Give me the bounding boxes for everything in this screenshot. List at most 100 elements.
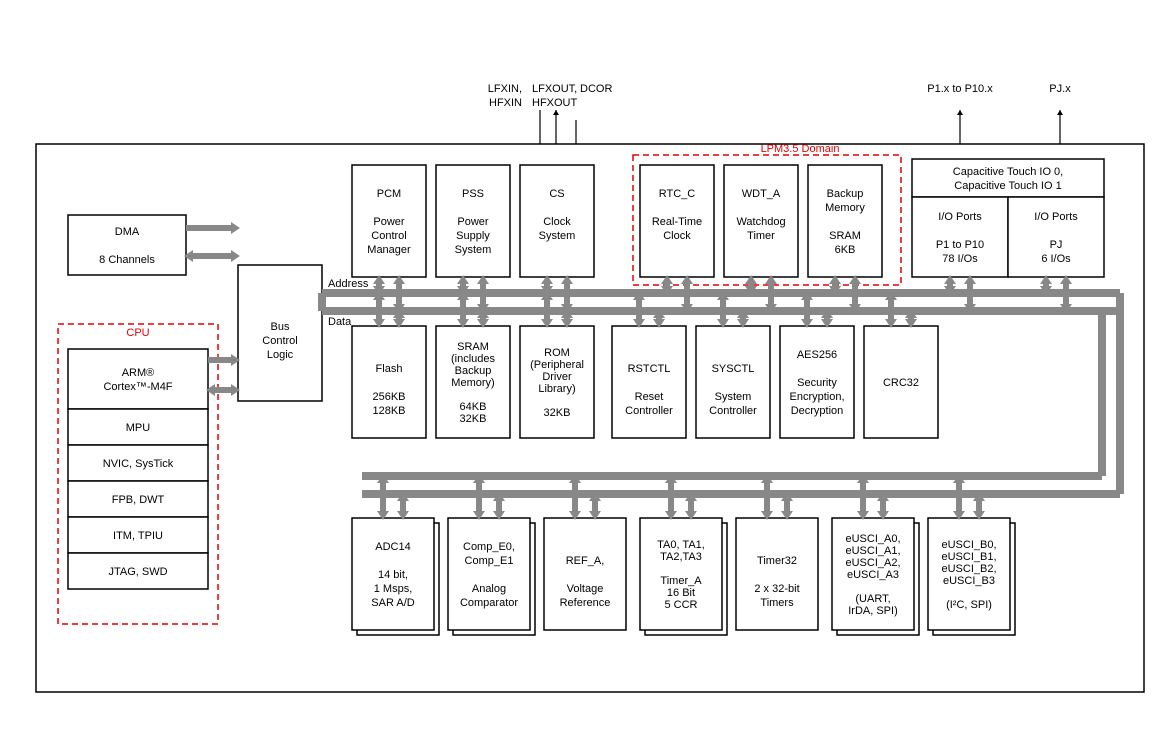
svg-text:LFXOUT,: LFXOUT, [532,83,577,95]
svg-text:System: System [715,391,752,403]
svg-text:Data: Data [328,316,352,328]
svg-text:HFXOUT: HFXOUT [532,97,578,109]
svg-text:LPM3.5 Domain: LPM3.5 Domain [761,143,840,155]
svg-text:HFXIN: HFXIN [489,97,522,109]
svg-text:(Peripheral: (Peripheral [530,359,584,371]
svg-text:(includes: (includes [451,353,496,365]
svg-text:32KB: 32KB [544,407,571,419]
svg-text:RSTCTL: RSTCTL [628,363,671,375]
svg-text:Clock: Clock [663,230,691,242]
svg-text:PCM: PCM [377,188,401,200]
svg-text:TA0, TA1,: TA0, TA1, [657,539,705,551]
svg-text:Analog: Analog [472,583,506,595]
svg-text:8 Channels: 8 Channels [99,254,155,266]
svg-text:PSS: PSS [462,188,484,200]
svg-text:(I²C, SPI): (I²C, SPI) [946,599,992,611]
svg-text:CPU: CPU [126,327,149,339]
svg-text:ADC14: ADC14 [375,541,410,553]
svg-text:CRC32: CRC32 [883,377,919,389]
svg-text:Timer32: Timer32 [757,555,797,567]
svg-text:Security: Security [797,377,837,389]
svg-text:Flash: Flash [376,363,403,375]
svg-text:Supply: Supply [456,230,490,242]
svg-text:ROM: ROM [544,347,570,359]
svg-text:ITM, TPIU: ITM, TPIU [113,530,163,542]
svg-text:Controller: Controller [709,405,757,417]
svg-text:Logic: Logic [267,349,294,361]
svg-text:Decryption: Decryption [791,405,844,417]
svg-text:eUSCI_B1,: eUSCI_B1, [941,551,996,563]
svg-text:Comparator: Comparator [460,597,518,609]
svg-text:Comp_E0,: Comp_E0, [463,541,515,553]
svg-text:Voltage: Voltage [567,583,604,595]
svg-text:Driver: Driver [542,371,572,383]
svg-text:System: System [539,230,576,242]
svg-text:DMA: DMA [115,226,140,238]
svg-text:SAR A/D: SAR A/D [371,597,414,609]
svg-text:Bus: Bus [271,321,290,333]
svg-text:Reference: Reference [560,597,611,609]
svg-text:Address: Address [328,278,369,290]
svg-text:REF_A,: REF_A, [566,555,605,567]
svg-text:64KB: 64KB [460,401,487,413]
svg-text:Power: Power [373,216,405,228]
svg-text:256KB: 256KB [372,391,405,403]
svg-text:Backup: Backup [827,188,864,200]
svg-text:IrDA, SPI): IrDA, SPI) [848,605,898,617]
svg-text:SRAM: SRAM [457,341,489,353]
svg-text:Comp_E1: Comp_E1 [465,555,514,567]
svg-text:I/O Ports: I/O Ports [938,211,982,223]
svg-text:System: System [455,244,492,256]
svg-text:Memory: Memory [825,202,865,214]
svg-text:P1 to P10: P1 to P10 [936,239,984,251]
svg-text:eUSCI_B3: eUSCI_B3 [943,575,995,587]
svg-text:Capacitive Touch IO 0,: Capacitive Touch IO 0, [953,166,1063,178]
svg-text:Timer: Timer [747,230,775,242]
svg-text:Control: Control [371,230,406,242]
svg-text:Controller: Controller [625,405,673,417]
svg-text:Timer_A: Timer_A [660,575,702,587]
svg-text:2 x 32-bit: 2 x 32-bit [754,583,799,595]
svg-text:ARM®: ARM® [122,367,155,379]
svg-text:eUSCI_A1,: eUSCI_A1, [845,545,900,557]
svg-text:16 Bit: 16 Bit [667,587,695,599]
svg-text:NVIC, SysTick: NVIC, SysTick [103,458,174,470]
svg-text:Encryption,: Encryption, [789,391,844,403]
svg-text:PJ.x: PJ.x [1049,83,1071,95]
svg-text:128KB: 128KB [372,405,405,417]
svg-text:eUSCI_B2,: eUSCI_B2, [941,563,996,575]
svg-text:Capacitive Touch IO 1: Capacitive Touch IO 1 [954,180,1061,192]
svg-text:RTC_C: RTC_C [659,188,696,200]
svg-text:5 CCR: 5 CCR [664,599,697,611]
svg-text:Timers: Timers [760,597,794,609]
svg-text:TA2,TA3: TA2,TA3 [660,551,702,563]
svg-text:Power: Power [457,216,489,228]
svg-text:Reset: Reset [635,391,664,403]
svg-text:78 I/Os: 78 I/Os [942,253,978,265]
svg-text:Clock: Clock [543,216,571,228]
svg-text:14 bit,: 14 bit, [378,569,408,581]
svg-text:SRAM: SRAM [829,230,861,242]
svg-text:Real-Time: Real-Time [652,216,702,228]
svg-text:Watchdog: Watchdog [736,216,785,228]
svg-text:MPU: MPU [126,422,151,434]
svg-text:eUSCI_A2,: eUSCI_A2, [845,557,900,569]
svg-text:I/O Ports: I/O Ports [1034,211,1078,223]
svg-text:AES256: AES256 [797,349,837,361]
svg-text:Library): Library) [538,383,575,395]
svg-text:6 I/Os: 6 I/Os [1041,253,1071,265]
svg-text:SYSCTL: SYSCTL [712,363,755,375]
svg-text:Memory): Memory) [451,377,494,389]
svg-text:Cortex™-M4F: Cortex™-M4F [103,381,172,393]
svg-text:1 Msps,: 1 Msps, [374,583,413,595]
svg-text:eUSCI_B0,: eUSCI_B0, [941,539,996,551]
svg-text:DCOR: DCOR [580,83,612,95]
svg-text:32KB: 32KB [460,413,487,425]
svg-text:WDT_A: WDT_A [742,188,781,200]
svg-text:Manager: Manager [367,244,411,256]
svg-text:PJ: PJ [1050,239,1063,251]
svg-text:CS: CS [549,188,564,200]
svg-text:Control: Control [262,335,297,347]
svg-text:6KB: 6KB [835,244,856,256]
svg-text:P1.x to P10.x: P1.x to P10.x [927,83,993,95]
